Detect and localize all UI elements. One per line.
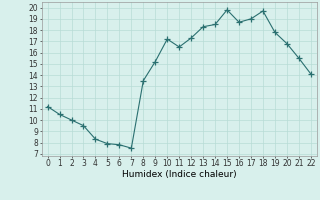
X-axis label: Humidex (Indice chaleur): Humidex (Indice chaleur) (122, 170, 236, 179)
